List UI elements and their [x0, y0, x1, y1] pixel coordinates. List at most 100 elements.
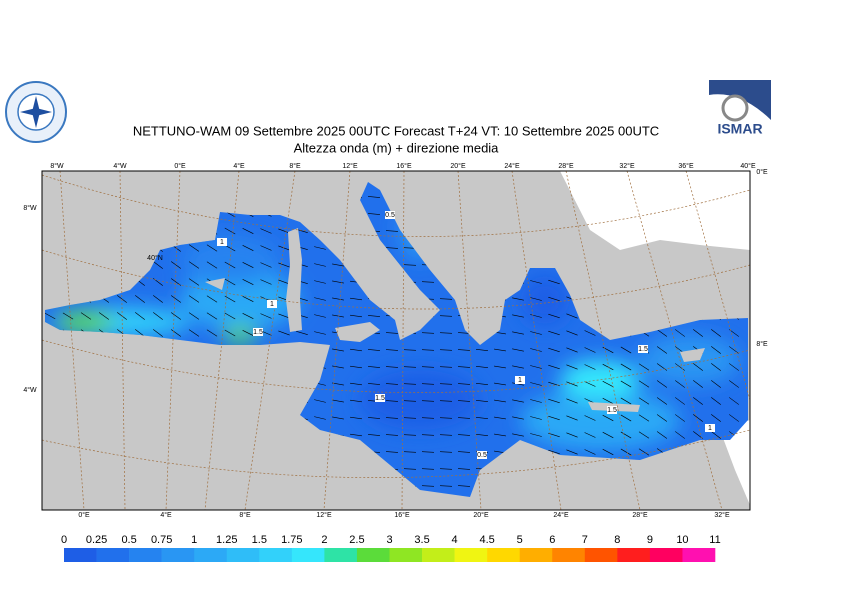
arrow	[656, 431, 668, 439]
arrow	[457, 434, 471, 436]
arrow	[206, 312, 218, 320]
arrow	[385, 434, 399, 436]
arrow	[512, 433, 524, 437]
arrow	[530, 297, 542, 301]
arrow	[421, 281, 435, 283]
colorbar-swatch	[552, 548, 586, 562]
colorbar-label: 7	[582, 534, 588, 546]
arrow	[224, 312, 236, 320]
arrow	[403, 383, 417, 385]
arrow	[421, 417, 435, 419]
arrow	[457, 383, 471, 385]
arrow	[332, 348, 344, 352]
colorbar-swatch	[422, 548, 455, 562]
arrow	[421, 434, 435, 436]
arrow	[314, 297, 326, 301]
arrow	[278, 313, 290, 319]
arrow	[439, 485, 453, 487]
arrow	[242, 330, 254, 336]
contour-label: 1.5	[375, 395, 385, 402]
contour-label-bg	[477, 451, 487, 459]
arrow	[711, 380, 721, 388]
arrow	[620, 397, 632, 405]
arrow	[80, 312, 92, 320]
subtitle: Altezza onda (m) + direzione media	[294, 140, 500, 155]
arrow	[421, 349, 435, 351]
arrow	[693, 431, 703, 439]
arrow	[476, 400, 488, 402]
arrow	[674, 363, 686, 371]
grid-label: 0°E	[756, 168, 768, 176]
arrow	[278, 330, 290, 336]
colorbar-swatch	[682, 548, 716, 562]
arrow	[548, 398, 560, 404]
arrow	[296, 331, 308, 335]
arrow	[170, 261, 182, 269]
lon-label: 40°E	[740, 162, 756, 170]
arrow	[385, 332, 399, 334]
arrow	[512, 365, 524, 369]
map: 1 1 1.5 0.5 1 1.5 1.5 1.5 1 0.5	[42, 171, 750, 510]
arrow	[476, 417, 488, 419]
arrow	[457, 417, 471, 419]
arrow	[314, 399, 326, 403]
arrow	[278, 228, 290, 234]
arrow	[728, 397, 740, 405]
colorbar-swatch	[519, 548, 553, 562]
arrow	[530, 280, 542, 284]
arrow	[584, 415, 596, 421]
colorbar-swatch	[356, 548, 390, 562]
arrow	[242, 313, 254, 319]
arrow	[728, 414, 740, 422]
arrow	[385, 247, 399, 249]
arrow	[512, 297, 524, 301]
arrow	[206, 244, 218, 252]
arrow	[602, 414, 614, 422]
arrow	[260, 262, 272, 268]
colorbar-label: 1.25	[216, 534, 237, 546]
arrow	[314, 263, 326, 267]
arrow	[548, 313, 560, 319]
arrow	[367, 196, 381, 198]
arrow	[602, 448, 614, 456]
grid-label: 40°N	[147, 254, 163, 262]
arrow	[367, 366, 381, 368]
arrow	[421, 366, 435, 368]
lon-label: 16°E	[394, 511, 410, 519]
arrow	[530, 348, 542, 352]
arrow	[674, 380, 686, 388]
arrow	[530, 399, 542, 403]
lon-label: 4°E	[233, 162, 245, 170]
colorbar-label: 0.75	[151, 534, 172, 546]
lon-label: 20°E	[473, 511, 489, 519]
arrow	[367, 349, 381, 351]
lon-label: 24°E	[553, 511, 569, 519]
arrow	[206, 295, 218, 303]
colorbar-label: 9	[647, 534, 653, 546]
contour-label: 1	[708, 425, 712, 432]
arrow	[656, 346, 668, 354]
arrow	[530, 416, 542, 420]
arrow	[153, 329, 163, 337]
arrow	[314, 280, 326, 284]
arrow	[439, 383, 453, 385]
lon-label: 12°E	[316, 511, 332, 519]
arrow	[584, 364, 596, 370]
contour-label-bg	[375, 394, 385, 402]
arrow	[476, 349, 488, 351]
arrow	[421, 485, 435, 487]
arrow	[224, 295, 236, 303]
arrow	[403, 349, 417, 351]
arrow	[170, 329, 182, 337]
lon-label: 28°E	[632, 511, 648, 519]
arrow	[548, 364, 560, 370]
arrow	[332, 416, 344, 420]
contour-label: 0.5	[385, 212, 395, 219]
colorbar-swatch	[649, 548, 683, 562]
contour-label: 1	[518, 377, 522, 384]
lon-label: 8°W	[50, 162, 64, 170]
arrow	[278, 245, 290, 251]
colorbar-label: 1.75	[281, 534, 302, 546]
arrow	[153, 261, 163, 269]
arrow	[206, 329, 218, 337]
